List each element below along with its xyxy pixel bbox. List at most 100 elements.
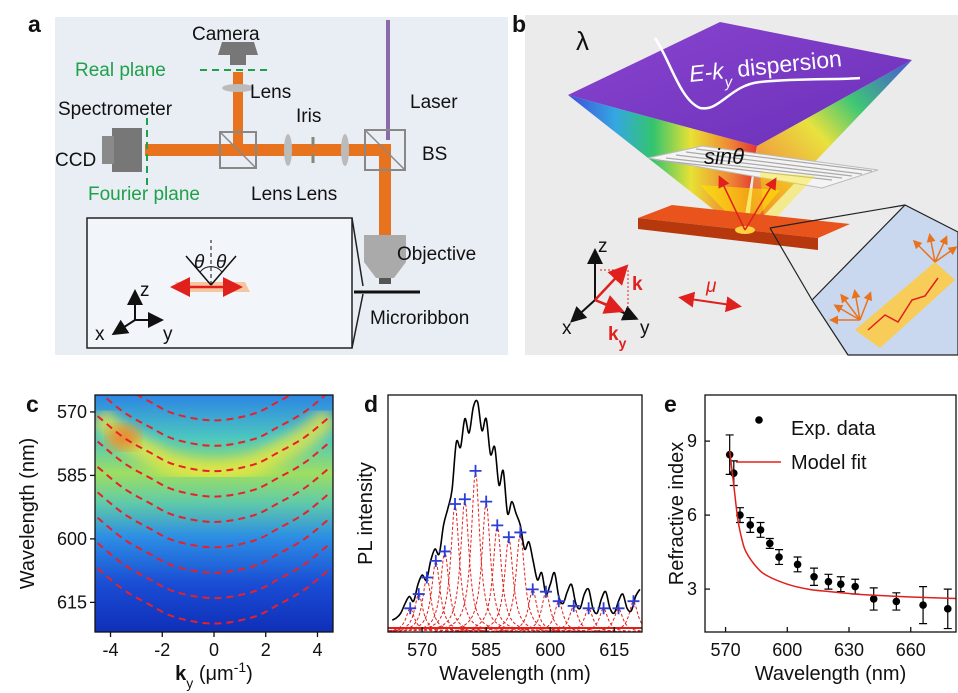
label: Camera	[192, 24, 260, 45]
label: Laser	[410, 92, 458, 113]
data-point	[893, 598, 901, 606]
label: k	[632, 274, 643, 295]
x-tick-label: 600	[772, 640, 802, 660]
label: CCD	[55, 150, 96, 171]
y-axis-label: Wavelength (nm)	[17, 438, 39, 590]
label-part: (μm	[193, 663, 233, 685]
legend-label: Exp. data	[791, 418, 876, 440]
label: θ	[216, 252, 227, 273]
y-tick-label: 570	[57, 402, 87, 422]
x-tick-label: 615	[599, 640, 629, 660]
label: z	[140, 280, 150, 301]
data-point	[870, 595, 878, 603]
label: Iris	[296, 106, 321, 127]
panel-label: d	[364, 391, 378, 417]
fit-peak	[404, 504, 506, 631]
y-tick-label: 600	[57, 529, 87, 549]
plot-frame	[388, 395, 642, 632]
peak-marker	[480, 496, 492, 508]
x-tick-label: 570	[407, 640, 437, 660]
peak-marker	[527, 583, 539, 595]
diagram-a: Camera Real plane Lens Spectrometer Iris…	[55, 17, 508, 355]
label-part: E-k	[688, 57, 727, 87]
fit-peak	[435, 502, 537, 631]
label: Spectrometer	[58, 99, 173, 120]
peak-marker	[568, 600, 580, 612]
x-tick-label: 570	[711, 640, 741, 660]
panel-label: e	[664, 391, 677, 417]
fit-peak	[385, 561, 487, 631]
peak-marker	[514, 526, 526, 538]
data-point	[851, 583, 859, 591]
label: z	[598, 236, 608, 257]
spectrometer	[112, 128, 142, 172]
peak-marker	[470, 465, 482, 477]
peak-marker	[491, 519, 503, 531]
y-axis-label: PL intensity	[355, 462, 377, 565]
y-tick-label: 9	[687, 431, 697, 451]
data-point	[944, 605, 952, 613]
label: Objective	[397, 244, 476, 265]
label: BS	[422, 144, 447, 165]
peak-marker	[540, 586, 552, 598]
figure: Camera Real plane Lens Spectrometer Iris…	[0, 0, 958, 693]
data-point	[766, 540, 774, 548]
panel-label: a	[28, 11, 41, 37]
peak-marker	[404, 602, 416, 614]
x-tick-label: 630	[834, 640, 864, 660]
page: Camera Real plane Lens Spectrometer Iris…	[0, 0, 958, 693]
label: θ	[194, 252, 205, 273]
data-point	[757, 526, 765, 534]
intensity-spot	[107, 425, 139, 449]
objective	[379, 278, 391, 284]
x-tick-label: 660	[896, 640, 926, 660]
label: x	[95, 324, 105, 345]
lens	[341, 134, 349, 166]
legend-label: Model fit	[791, 452, 867, 474]
label: y	[640, 318, 650, 339]
data-point	[794, 561, 802, 569]
x-tick-label: -4	[103, 640, 119, 660]
ccd	[102, 136, 114, 164]
x-tick-label: 0	[209, 640, 219, 660]
label: Lens	[250, 82, 291, 103]
label: Fourier plane	[88, 184, 200, 205]
peak-marker	[421, 571, 433, 583]
panel-label: c	[26, 391, 39, 417]
diagram-b: λ E-ky dispersion sinθ z x y k ky μ	[525, 15, 958, 355]
y-tick-label: 3	[687, 579, 697, 599]
y-tick-label: 6	[687, 505, 697, 525]
label: Microribbon	[370, 308, 469, 329]
plot-area	[359, 400, 685, 631]
legend-marker	[755, 416, 763, 424]
lens	[284, 134, 292, 166]
data-point	[746, 521, 754, 529]
x-tick-label: 4	[312, 640, 322, 660]
peak-marker	[503, 531, 515, 543]
fit-peak	[376, 577, 478, 631]
data-point	[810, 573, 818, 581]
label: Lens	[251, 184, 292, 205]
x-axis-label: Wavelength (nm)	[439, 663, 591, 685]
label: y	[163, 324, 173, 345]
label-part: y	[619, 335, 627, 351]
peak-marker	[627, 595, 639, 607]
peak-marker	[583, 602, 595, 614]
spectrum	[392, 400, 640, 620]
x-axis-label: Wavelength (nm)	[755, 663, 907, 685]
label: μ	[705, 276, 717, 297]
x-tick-label: 585	[471, 640, 501, 660]
data-point	[775, 553, 783, 561]
label-part: k	[608, 324, 619, 345]
y-tick-label: 585	[57, 465, 87, 485]
label-part: y	[186, 675, 193, 691]
camera	[230, 55, 246, 65]
label: Real plane	[75, 60, 166, 81]
x-tick-label: 2	[261, 640, 271, 660]
label-part: )	[246, 663, 253, 685]
data-point	[730, 469, 738, 477]
label: sinθ	[704, 144, 744, 169]
data-point	[825, 578, 833, 586]
data-point	[919, 601, 927, 609]
peak-marker	[553, 595, 565, 607]
